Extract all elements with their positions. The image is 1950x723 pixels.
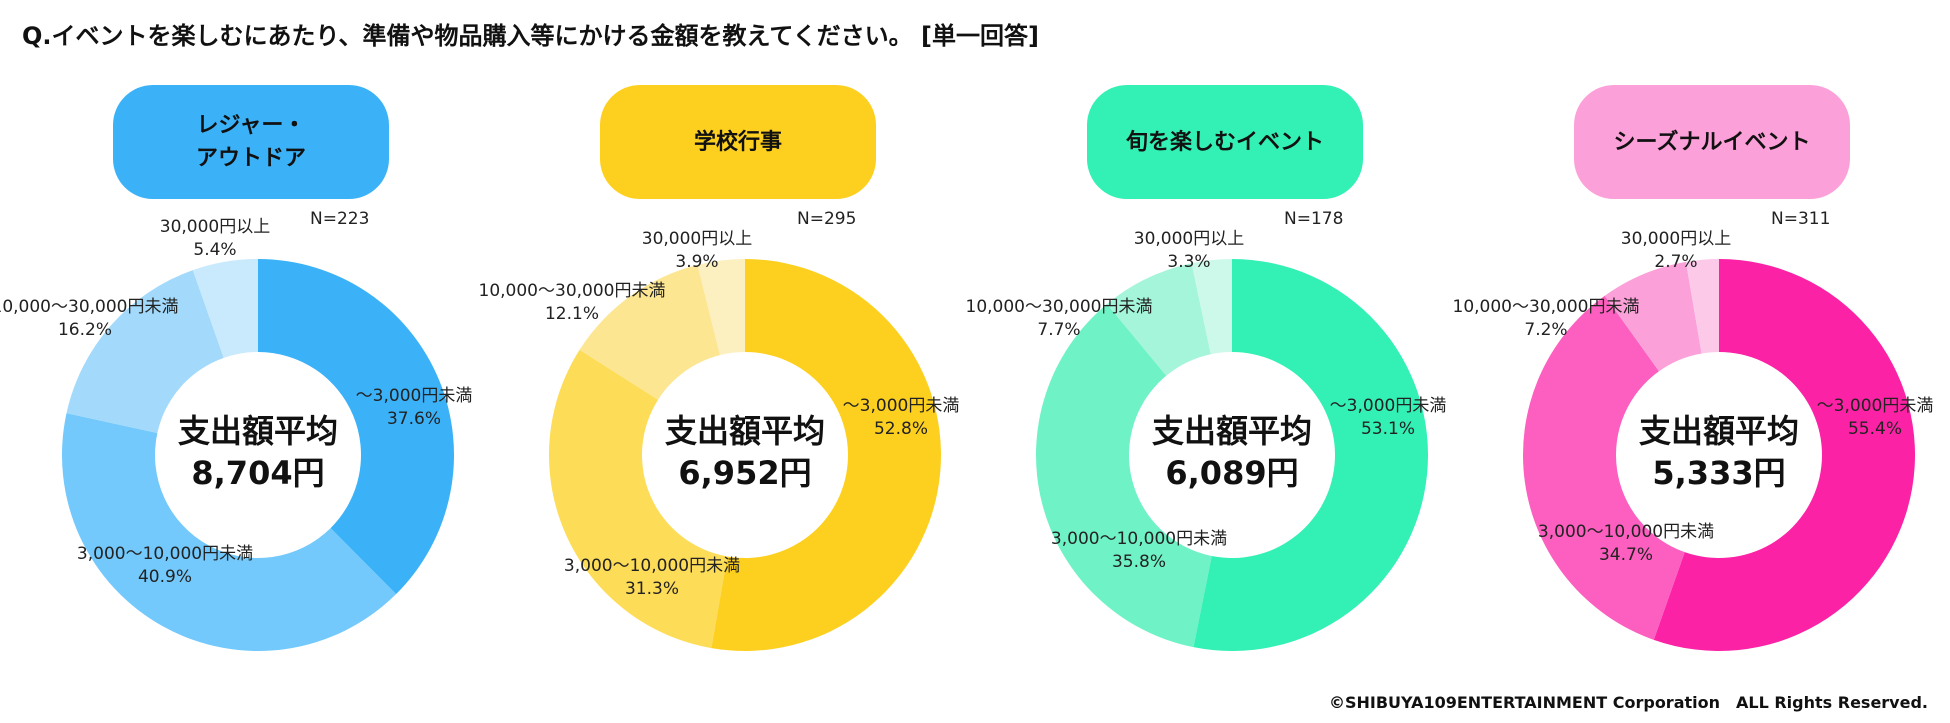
slice-percent: 16.2% [57, 319, 112, 340]
slice-label-2: 3,000～10,000円未満 40.9% [77, 543, 253, 589]
sample-size-label: N=223 [310, 209, 370, 229]
center-label: 支出額平均 [1151, 412, 1312, 450]
center-label: 支出額平均 [1638, 412, 1799, 450]
category-pill: 旬を楽しむイベント [1087, 85, 1363, 199]
slice-category: ～3,000円未満 [1329, 396, 1447, 416]
slice-label-3: 10,000～30,000円未満 12.1% [479, 280, 666, 326]
slice-percent: 52.8% [873, 418, 929, 439]
slice-category: 3,000～10,000円未満 [1537, 522, 1715, 542]
average-value: 8,704円 [191, 453, 325, 492]
slice-category: ～3,000円未満 [355, 386, 473, 406]
slice-percent: 3.9% [675, 251, 719, 272]
slice-category: 3,000～10,000円未満 [1050, 529, 1228, 549]
slice-category: 10,000～30,000円未満 [1452, 297, 1640, 317]
slice-percent: 2.7% [1654, 251, 1698, 272]
slice-label-1: ～3,000円未満 55.4% [1817, 395, 1934, 441]
slice-percent: 35.8% [1111, 551, 1166, 572]
question-title: Q.イベントを楽しむにあたり、準備や物品購入等にかける金額を教えてください。 [… [22, 22, 1039, 50]
slice-percent: 3.3% [1167, 251, 1211, 272]
slice-percent: 34.7% [1598, 544, 1653, 565]
donut-slice-4 [1191, 259, 1232, 355]
slice-category: 10,000～30,000円未満 [478, 281, 666, 301]
donut-slice-3 [66, 270, 224, 434]
average-value: 5,333円 [1652, 453, 1786, 492]
donut-slice-3 [1106, 263, 1211, 376]
slice-label-1: ～3,000円未満 37.6% [356, 385, 473, 431]
slice-category: 3,000～10,000円未満 [563, 556, 741, 576]
donut-chart [1036, 259, 1429, 651]
slice-percent: 40.9% [137, 566, 192, 587]
slice-category: 30,000円以上 [1133, 229, 1245, 249]
chart-panel-1: レジャー・ アウトドア N=223 支出額平均 8,704円 ～3,000円未満 37.6… [0, 0, 487, 723]
donut-slice-3 [579, 264, 721, 400]
slice-category: 30,000円以上 [1620, 229, 1732, 249]
average-value: 6,089円 [1165, 453, 1299, 492]
slice-category: 10,000～30,000円未満 [0, 297, 179, 317]
slice-label-3: 10,000～30,000円未満 16.2% [0, 296, 178, 342]
slice-category: 3,000～10,000円未満 [76, 544, 254, 564]
slice-category: ～3,000円未満 [1816, 396, 1934, 416]
slice-label-4: 30,000円以上 2.7% [1621, 228, 1731, 274]
donut-slice-1 [1193, 259, 1429, 651]
slice-percent: 12.1% [544, 303, 599, 324]
slice-label-3: 10,000～30,000円未満 7.7% [966, 296, 1153, 342]
slice-label-3: 10,000～30,000円未満 7.2% [1453, 296, 1640, 342]
slice-label-4: 30,000円以上 3.3% [1134, 228, 1244, 274]
slice-percent: 5.4% [193, 239, 237, 260]
slice-category: 10,000～30,000円未満 [965, 297, 1153, 317]
donut-slice-1 [258, 259, 454, 595]
slice-percent: 7.2% [1524, 319, 1568, 340]
sample-size-label: N=178 [1284, 209, 1344, 229]
slice-label-4: 30,000円以上 3.9% [642, 228, 752, 274]
donut-slice-4 [1685, 259, 1719, 354]
center-average: 支出額平均 8,704円 [158, 411, 358, 494]
copyright-footer: ©SHIBUYA109ENTERTAINMENT Corporation ALL… [1328, 693, 1928, 712]
slice-percent: 55.4% [1847, 418, 1903, 439]
slice-percent: 31.3% [624, 578, 679, 599]
donut-slice-1 [1653, 259, 1915, 651]
center-label: 支出額平均 [664, 412, 825, 450]
slice-label-2: 3,000～10,000円未満 31.3% [564, 555, 740, 601]
center-label: 支出額平均 [177, 412, 338, 450]
center-average: 支出額平均 6,089円 [1132, 411, 1332, 494]
slice-label-1: ～3,000円未満 53.1% [1330, 395, 1447, 441]
donut-slice-2 [1523, 295, 1685, 640]
slice-label-1: ～3,000円未満 52.8% [843, 395, 960, 441]
donut-slice-1 [711, 259, 942, 651]
slice-percent: 7.7% [1037, 319, 1081, 340]
donut-chart [1523, 259, 1915, 651]
category-pill: シーズナルイベント [1574, 85, 1850, 199]
center-average: 支出額平均 6,952円 [645, 411, 845, 494]
donut-slice-3 [1604, 261, 1702, 372]
slice-category: 30,000円以上 [159, 217, 271, 237]
slice-label-2: 3,000～10,000円未満 35.8% [1051, 528, 1227, 574]
average-value: 6,952円 [678, 453, 812, 492]
chart-panel-3: 旬を楽しむイベント N=178 支出額平均 6,089円 ～3,000円未満 53.1% 3… [966, 0, 1461, 723]
center-average: 支出額平均 5,333円 [1619, 411, 1819, 494]
slice-percent: 53.1% [1360, 418, 1416, 439]
slice-label-4: 30,000円以上 5.4% [160, 216, 270, 262]
donut-slice-2 [61, 413, 397, 651]
slice-category: 30,000円以上 [641, 229, 753, 249]
sample-size-label: N=311 [1771, 209, 1831, 229]
category-pill: レジャー・ アウトドア [113, 85, 389, 199]
donut-slice-4 [697, 259, 745, 356]
slice-percent: 37.6% [386, 408, 442, 429]
chart-panel-4: シーズナルイベント N=311 支出額平均 5,333円 ～3,000円未満 55.4% 3… [1453, 0, 1948, 723]
donut-slice-2 [549, 349, 728, 649]
slice-label-2: 3,000～10,000円未満 34.7% [1538, 521, 1714, 567]
sample-size-label: N=295 [797, 209, 857, 229]
donut-chart [549, 259, 942, 651]
donut-chart [61, 259, 454, 651]
chart-panel-2: 学校行事 N=295 支出額平均 6,952円 ～3,000円未満 52.8% 3,000～… [479, 0, 974, 723]
slice-category: ～3,000円未満 [842, 396, 960, 416]
donut-slice-2 [1036, 304, 1212, 648]
category-pill: 学校行事 [600, 85, 876, 199]
donut-slice-4 [192, 259, 258, 358]
